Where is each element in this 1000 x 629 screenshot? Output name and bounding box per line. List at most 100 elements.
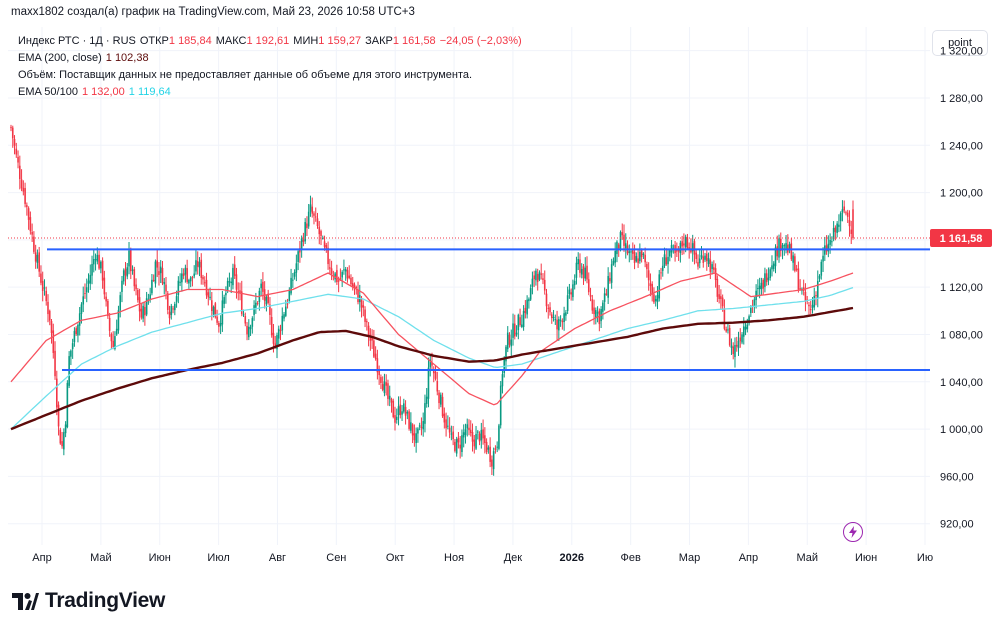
candle-body xyxy=(612,260,615,265)
candle-body xyxy=(690,248,692,253)
candle-body xyxy=(205,279,208,296)
candle-body xyxy=(561,320,564,323)
candle-body xyxy=(137,289,139,301)
candle-body xyxy=(383,381,386,394)
candle-body xyxy=(80,304,83,314)
candle-body xyxy=(193,273,195,277)
candle-body xyxy=(739,337,742,342)
candle-body xyxy=(572,284,574,298)
candle-body xyxy=(702,256,705,263)
candle-body xyxy=(669,250,671,257)
candle-body xyxy=(401,411,403,415)
candle-body xyxy=(464,429,467,436)
candle-body xyxy=(55,378,58,408)
horizontal-levels[interactable] xyxy=(8,237,930,371)
candle-body xyxy=(316,218,319,227)
candle-body xyxy=(57,404,60,427)
candle-body xyxy=(746,324,749,330)
candle-body xyxy=(29,217,32,232)
candle-body xyxy=(158,271,160,275)
legend-volume-row[interactable]: Объём: Поставщик данных не предоставляет… xyxy=(18,67,526,84)
x-tick-label: Июн xyxy=(149,552,171,564)
chart-legend: Индекс РТС · 1Д · RUS ОТКР1 185,84 МАКС1 1… xyxy=(18,33,526,101)
price-chart[interactable]: 920,00 960,00 1 000,00 1 040,00 1 080,00 1 12… xyxy=(0,0,1000,575)
candle-body xyxy=(461,435,463,453)
candle-body xyxy=(550,314,553,319)
candle-body xyxy=(15,148,18,155)
candle-body xyxy=(635,256,638,262)
candle-body xyxy=(441,396,444,417)
candle-body xyxy=(788,244,791,251)
candle-body xyxy=(265,296,268,305)
y-tick-label: 1 200,00 xyxy=(940,188,983,200)
candle-body xyxy=(503,358,506,374)
candle-body xyxy=(609,278,611,282)
candle-body xyxy=(843,206,845,211)
y-tick-label: 1 080,00 xyxy=(940,329,983,341)
candle-body xyxy=(621,232,624,236)
candle-body xyxy=(43,287,46,289)
candle-body xyxy=(653,294,655,303)
candle-body xyxy=(663,254,666,267)
candle-body xyxy=(179,281,181,283)
candle-body xyxy=(614,250,616,263)
candle-body xyxy=(159,266,162,274)
x-tick-label: Июл xyxy=(207,552,229,564)
candle-body xyxy=(411,424,414,436)
candle-body xyxy=(85,287,88,293)
candle-body xyxy=(573,280,576,286)
last-price-badge[interactable] xyxy=(930,229,992,248)
candle-body xyxy=(633,251,636,263)
candle-body xyxy=(452,431,454,440)
candle-body xyxy=(149,294,151,300)
ema50-line xyxy=(10,272,854,406)
candle-body xyxy=(89,274,92,284)
lightning-icon[interactable] xyxy=(843,522,863,542)
candle-body xyxy=(785,243,787,249)
candle-body xyxy=(10,127,12,129)
x-tick-label: Дек xyxy=(504,552,523,564)
candle-body xyxy=(346,270,349,279)
candle-body xyxy=(723,308,726,329)
candle-body xyxy=(337,280,340,282)
candle-body xyxy=(656,295,659,303)
candle-body xyxy=(288,290,291,301)
candle-body xyxy=(61,441,63,447)
candle-body xyxy=(306,223,308,229)
candle-body xyxy=(50,321,53,334)
candle-body xyxy=(262,281,264,292)
candle-body xyxy=(688,247,690,249)
legend-symbol[interactable]: Индекс РТС · 1Д · RUS xyxy=(18,35,136,47)
candle-body xyxy=(797,268,800,290)
candle-body xyxy=(191,277,194,279)
candle-body xyxy=(276,335,278,350)
legend-ema200-row[interactable]: EMA (200, close) 1 102,38 xyxy=(18,50,526,67)
candle-body xyxy=(815,295,817,297)
legend-ema-pair-row[interactable]: EMA 50/100 1 132,00 1 119,64 xyxy=(18,84,526,101)
candle-body xyxy=(172,308,174,310)
candle-body xyxy=(353,284,356,288)
candle-body xyxy=(274,343,277,347)
candle-body xyxy=(774,247,777,267)
candle-body xyxy=(491,459,493,467)
candle-body xyxy=(302,239,305,242)
price-scale-mode-button[interactable]: point xyxy=(932,30,988,56)
candle-body xyxy=(34,252,37,262)
candle-body xyxy=(587,279,590,293)
candle-body xyxy=(295,263,298,273)
candle-body xyxy=(455,439,458,454)
candle-body xyxy=(667,256,669,265)
candle-body xyxy=(63,432,65,450)
candle-body xyxy=(707,258,710,265)
candle-body xyxy=(336,270,338,283)
candle-body xyxy=(623,234,625,246)
candle-body xyxy=(535,270,537,281)
candle-body xyxy=(758,285,761,290)
candle-body xyxy=(131,269,134,271)
candle-body xyxy=(565,312,567,316)
candle-body xyxy=(642,253,645,255)
tradingview-logo[interactable]: TradingView xyxy=(12,589,165,613)
candle-body xyxy=(11,127,14,139)
candle-body xyxy=(693,241,696,255)
candle-body xyxy=(17,156,19,163)
